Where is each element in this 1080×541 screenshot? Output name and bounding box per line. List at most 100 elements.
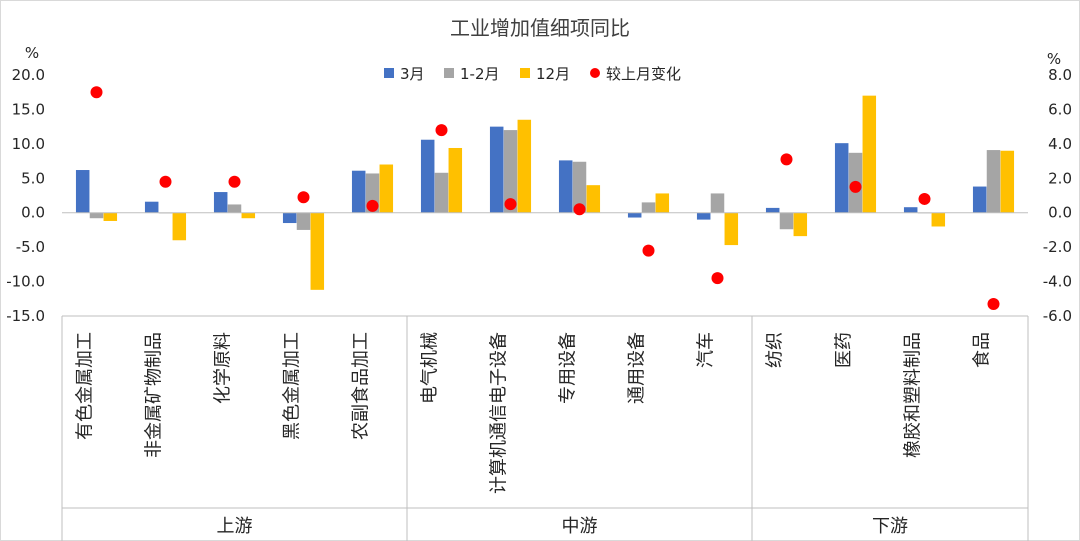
category-label: 有色金属加工	[75, 332, 96, 440]
legend-label: 12月	[536, 65, 570, 83]
plot-area: 20.0 15.0 10.0 5.0 0.0 -5.0 -10.0 -15.0 8.0 6.0 4.…	[6, 66, 1072, 541]
category-label: 专用设备	[558, 332, 579, 404]
bar	[572, 161, 587, 213]
bar	[282, 212, 297, 224]
bar	[696, 212, 711, 220]
scatter-point	[780, 153, 793, 166]
bar	[779, 212, 794, 230]
bar	[296, 212, 311, 230]
scatter-point	[987, 297, 1000, 310]
bar	[489, 126, 504, 213]
group-label: 上游	[217, 516, 253, 537]
bar	[931, 212, 946, 227]
bar	[144, 201, 159, 213]
y-tick-label: 20.0	[12, 66, 45, 84]
y2-tick-label: -6.0	[1043, 307, 1072, 325]
y-tick-label: 0.0	[21, 204, 45, 222]
bar	[655, 193, 670, 213]
category-label: 化学原料	[213, 332, 234, 404]
bar	[724, 212, 739, 246]
bar	[241, 212, 256, 219]
y2-tick-label: 2.0	[1048, 169, 1072, 187]
scatter-point	[228, 175, 241, 188]
category-label: 汽车	[696, 332, 717, 368]
scatter-point	[366, 199, 379, 212]
legend-swatch	[384, 68, 394, 78]
y-tick-label: 10.0	[12, 135, 45, 153]
category-label: 非金属矿物制品	[144, 332, 165, 458]
category-label: 计算机通信电子设备	[489, 332, 510, 494]
right-axis-unit: %	[1047, 50, 1061, 68]
scatter-point	[90, 86, 103, 99]
bar	[351, 170, 366, 213]
left-axis-unit: %	[25, 44, 39, 62]
category-label: 纺织	[765, 332, 786, 368]
legend-swatch	[444, 68, 454, 78]
scatter-point	[297, 191, 310, 204]
y2-tick-label: -4.0	[1043, 273, 1072, 291]
bar	[862, 95, 877, 213]
bar	[517, 119, 532, 213]
group-label: 下游	[872, 516, 908, 537]
scatter-point	[435, 124, 448, 137]
category-label: 通用设备	[627, 332, 648, 404]
bar	[103, 212, 118, 221]
bar	[1000, 150, 1015, 213]
category-label: 橡胶和塑料制品	[903, 332, 924, 458]
bar	[903, 207, 918, 213]
bar	[793, 212, 808, 237]
bar	[75, 170, 90, 213]
scatter-point	[918, 192, 931, 205]
bar	[448, 147, 463, 213]
bar	[641, 202, 656, 213]
group-label: 中游	[562, 516, 598, 537]
scatter-point	[642, 244, 655, 257]
category-label: 电气机械	[420, 332, 441, 404]
bar	[586, 185, 601, 213]
legend-label: 较上月变化	[606, 65, 681, 83]
bar	[89, 212, 104, 219]
scatter-point	[849, 180, 862, 193]
y2-tick-label: 6.0	[1048, 100, 1072, 118]
category-label: 食品	[972, 332, 993, 368]
bar	[434, 172, 449, 213]
bar	[379, 164, 394, 213]
bar	[227, 204, 242, 213]
scatter-point	[711, 272, 724, 285]
y2-tick-label: 4.0	[1048, 135, 1072, 153]
y-tick-label: -10.0	[6, 273, 45, 291]
y-tick-label: 5.0	[21, 169, 45, 187]
category-label: 黑色金属加工	[282, 332, 303, 440]
category-label: 医药	[834, 332, 855, 368]
scatter-point	[159, 175, 172, 188]
bar	[310, 212, 325, 290]
bar	[710, 193, 725, 213]
y2-tick-label: 8.0	[1048, 66, 1072, 84]
legend-swatch	[520, 68, 530, 78]
y2-tick-label: -2.0	[1043, 238, 1072, 256]
bar	[213, 192, 228, 213]
scatter-point	[573, 203, 586, 216]
bar	[627, 212, 642, 218]
bar	[972, 186, 987, 213]
bar	[765, 207, 780, 213]
legend-marker	[590, 68, 600, 78]
y-tick-label: 15.0	[12, 100, 45, 118]
bar	[558, 160, 573, 213]
bar	[986, 150, 1001, 213]
y2-tick-label: 0.0	[1048, 204, 1072, 222]
legend: 3月 1-2月 12月 较上月变化	[384, 65, 681, 83]
bar	[172, 212, 187, 241]
y-tick-label: -15.0	[6, 307, 45, 325]
scatter-point	[504, 198, 517, 211]
bar	[420, 139, 435, 213]
bar	[834, 143, 849, 213]
category-label: 农副食品加工	[351, 332, 372, 440]
bar	[503, 130, 518, 213]
legend-label: 3月	[400, 65, 425, 83]
chart-title: 工业增加值细项同比	[450, 16, 630, 40]
legend-label: 1-2月	[460, 65, 500, 83]
y-tick-label: -5.0	[16, 238, 45, 256]
